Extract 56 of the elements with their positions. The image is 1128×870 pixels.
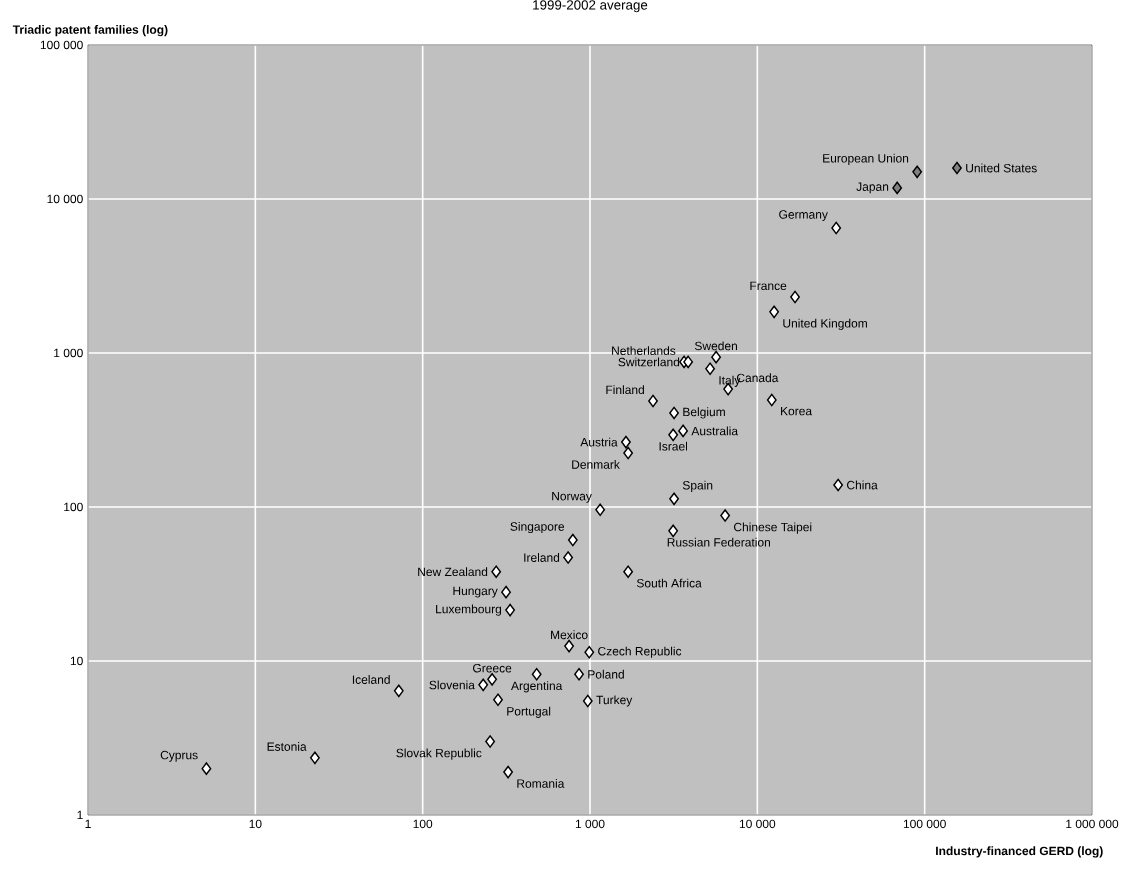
annotation: Austria xyxy=(580,437,618,447)
annotation: Denmark xyxy=(572,459,620,469)
annotation: United States xyxy=(966,163,1037,173)
annotation: Germany xyxy=(779,210,828,222)
annotation: Slovak Republic xyxy=(396,748,482,760)
y-tick-label: 1 xyxy=(77,810,83,820)
annotation: Belgium xyxy=(683,407,725,419)
annotation: Norway xyxy=(552,492,592,503)
annotation: France xyxy=(750,281,787,291)
y-tick-label: 100 000 xyxy=(40,40,83,50)
y-tick-label: 100 xyxy=(64,502,83,512)
x-axis-title: Industry-financed GERD (log) xyxy=(936,846,1103,858)
annotation: Japan xyxy=(856,182,889,194)
annotation: Hungary xyxy=(453,586,498,598)
annotation: Greece xyxy=(473,663,512,673)
x-tick-label: 1 000 xyxy=(575,819,605,829)
x-tick-label: 10 xyxy=(249,819,262,829)
chart-title: 1999-2002 average xyxy=(533,0,648,13)
annotation: Argentina xyxy=(511,681,563,693)
annotation: Australia xyxy=(691,426,739,436)
annotation: Cyprus xyxy=(160,750,198,762)
annotation: Switzerland xyxy=(618,357,680,367)
annotation: Poland xyxy=(588,669,624,679)
y-tick-label: 10 xyxy=(70,656,83,666)
annotation: Czech Republic xyxy=(598,646,682,658)
annotation: Iceland xyxy=(352,675,390,684)
annotation: South Africa xyxy=(636,578,702,588)
y-tick-label: 1 000 xyxy=(54,348,83,358)
x-tick-label: 100 000 xyxy=(903,819,946,829)
annotation: Luxembourg xyxy=(436,604,502,616)
x-tick-label: 1 xyxy=(85,819,91,828)
annotation: European Union xyxy=(823,153,909,165)
x-tick-label: 1 000 000 xyxy=(1066,819,1119,829)
annotation: Netherlands xyxy=(612,346,676,355)
annotation: China xyxy=(847,480,878,490)
x-tick-label: 10 000 xyxy=(739,819,776,829)
annotation: Korea xyxy=(781,406,813,416)
annotation: Finland xyxy=(606,385,644,395)
annotation: New Zealand xyxy=(418,567,488,577)
annotation: Russian Federation xyxy=(667,537,770,547)
annotation: Sweden xyxy=(694,341,737,351)
y-tick-label: 10 000 xyxy=(47,194,83,204)
annotation: Israel xyxy=(659,441,688,451)
annotation: Spain xyxy=(682,480,713,492)
y-axis-title: Triadic patent families (log) xyxy=(12,25,168,37)
annotation: Singapore xyxy=(510,521,565,534)
annotation: United Kingdom xyxy=(783,318,867,330)
annotation: Slovenia xyxy=(429,680,475,690)
annotation: Portugal xyxy=(507,706,551,718)
annotation: Chinese Taipei xyxy=(734,522,812,534)
annotation: Ireland xyxy=(524,553,560,562)
annotation: Turkey xyxy=(596,695,633,707)
annotation: Romania xyxy=(517,778,565,788)
annotation: Mexico xyxy=(551,630,588,640)
x-tick-label: 100 xyxy=(413,819,433,829)
annotation: Estonia xyxy=(267,742,307,751)
